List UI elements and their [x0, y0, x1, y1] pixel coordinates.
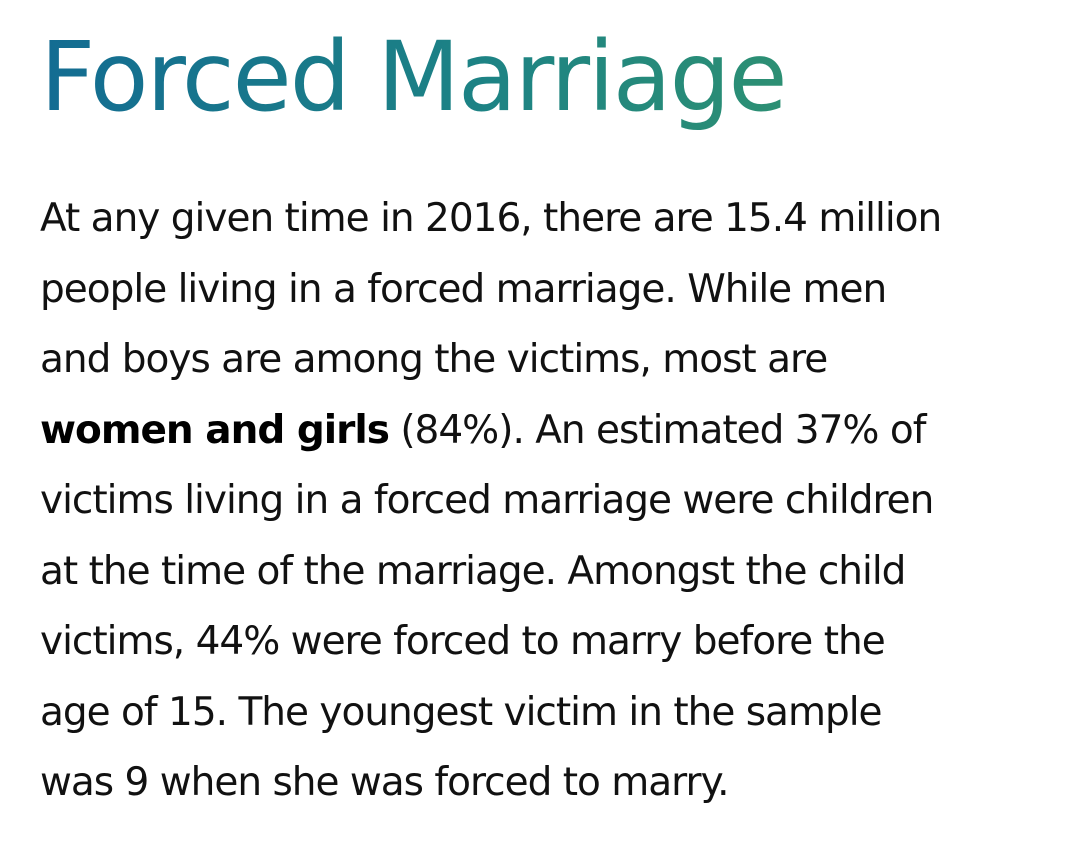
paragraph-line: women and girls (84%). An estimated 37% …: [40, 396, 1040, 467]
paragraph-line: victims, 44% were forced to marry before…: [40, 619, 886, 664]
paragraph-line: was 9 when she was forced to marry.: [40, 760, 729, 805]
article: Forced Marriage At any given time in 201…: [40, 0, 1040, 819]
paragraph-line: victims living in a forced marriage were…: [40, 478, 934, 523]
paragraph-line: at the time of the marriage. Amongst the…: [40, 548, 906, 594]
body-paragraph: At any given time in 2016, there are 15.…: [40, 184, 1040, 819]
paragraph-line: and boys are among the victims, most are: [40, 337, 828, 382]
paragraph-line: age of 15. The youngest victim in the sa…: [40, 689, 883, 735]
paragraph-line: At any given time in 2016, there are 15.…: [40, 196, 942, 241]
paragraph-line-continuation: (84%). An estimated 37% of: [388, 407, 926, 453]
page-title: Forced Marriage: [40, 0, 1040, 136]
paragraph-line: people living in a forced marriage. Whil…: [40, 266, 887, 312]
emphasis-women-and-girls: women and girls: [40, 407, 390, 453]
